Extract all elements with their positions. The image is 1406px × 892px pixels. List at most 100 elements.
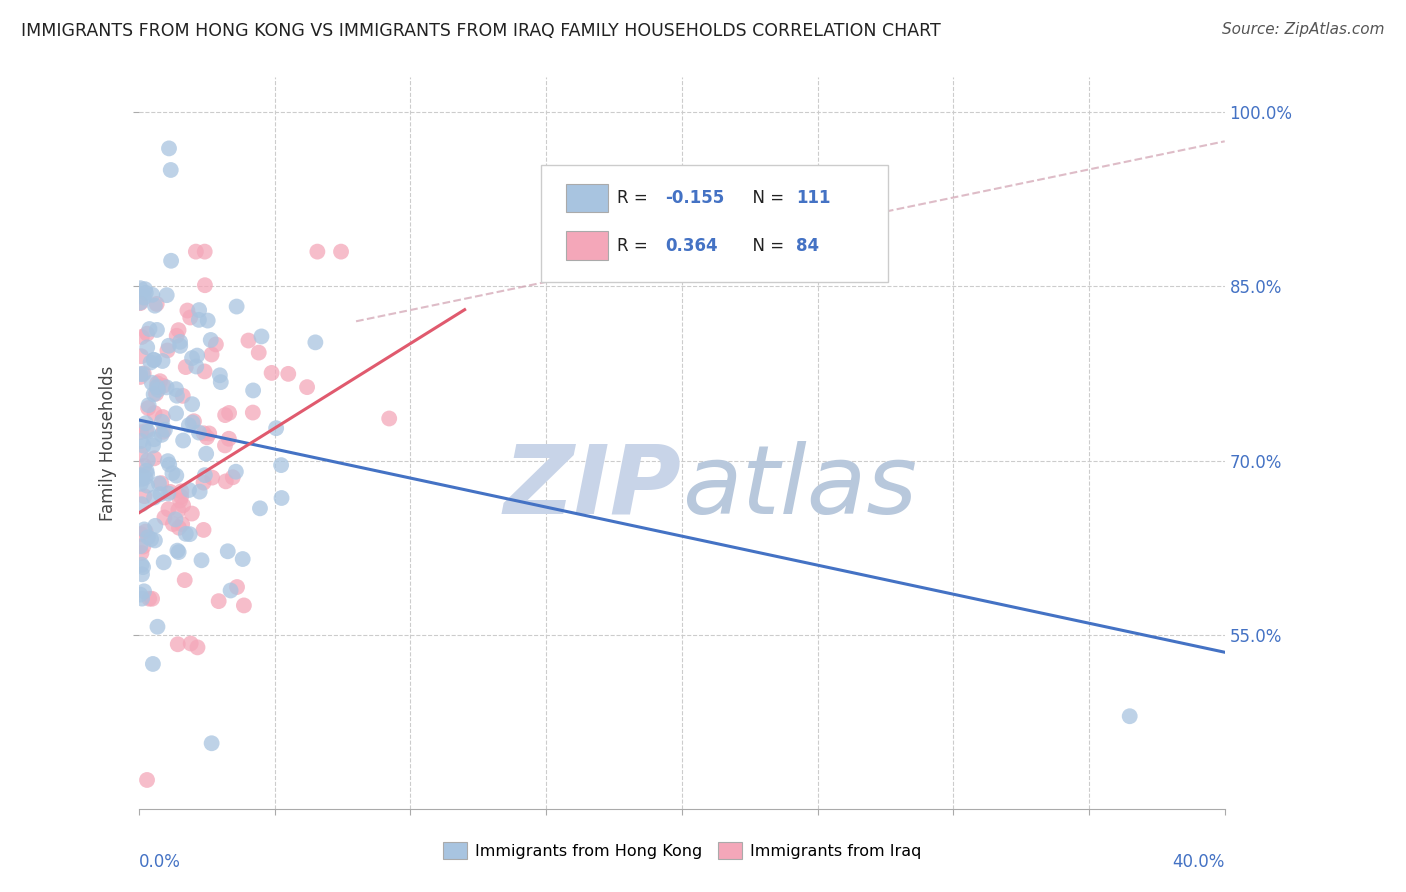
Point bbox=[143, 406, 166, 420]
Point bbox=[134, 489, 156, 503]
Point bbox=[249, 501, 271, 516]
Point bbox=[167, 521, 190, 535]
Point bbox=[238, 334, 260, 348]
Point bbox=[194, 364, 217, 378]
Point bbox=[165, 382, 187, 396]
Point bbox=[180, 636, 202, 650]
Point bbox=[179, 310, 201, 325]
Point bbox=[136, 467, 159, 481]
Text: 111: 111 bbox=[796, 189, 831, 207]
Point bbox=[330, 244, 353, 259]
Point bbox=[160, 253, 183, 268]
Point bbox=[153, 510, 176, 524]
Point bbox=[129, 434, 152, 448]
Text: N =: N = bbox=[741, 236, 789, 255]
Point bbox=[295, 380, 318, 394]
Point bbox=[131, 546, 153, 560]
Point bbox=[129, 349, 152, 363]
Point bbox=[209, 375, 232, 389]
Point bbox=[145, 386, 167, 401]
Point bbox=[156, 343, 179, 358]
Point bbox=[136, 478, 159, 492]
Point bbox=[138, 322, 160, 336]
Point bbox=[129, 296, 152, 310]
Point bbox=[277, 367, 299, 381]
Text: N =: N = bbox=[741, 189, 789, 207]
Point bbox=[159, 484, 181, 499]
Point bbox=[148, 476, 170, 491]
Point bbox=[146, 380, 169, 394]
Point bbox=[143, 352, 166, 367]
Point bbox=[201, 736, 224, 750]
Point bbox=[181, 397, 204, 411]
Point bbox=[152, 555, 174, 569]
Point bbox=[132, 560, 155, 574]
Point bbox=[219, 583, 242, 598]
Point bbox=[131, 591, 153, 606]
Point bbox=[186, 640, 208, 655]
Point bbox=[242, 406, 264, 420]
Point bbox=[181, 351, 204, 365]
Point bbox=[193, 475, 215, 490]
Point bbox=[129, 370, 152, 384]
Point bbox=[150, 415, 173, 429]
Point bbox=[225, 465, 247, 479]
Point bbox=[169, 339, 191, 353]
Point bbox=[172, 434, 194, 448]
Point bbox=[165, 406, 187, 420]
Point bbox=[180, 507, 202, 521]
Point bbox=[136, 340, 159, 354]
Point bbox=[152, 379, 174, 393]
Point bbox=[155, 380, 177, 394]
Text: 84: 84 bbox=[796, 236, 818, 255]
Point bbox=[132, 291, 155, 305]
Point bbox=[169, 493, 191, 508]
Point bbox=[208, 594, 231, 608]
Point bbox=[172, 389, 194, 403]
Point bbox=[201, 470, 224, 484]
Point bbox=[142, 439, 165, 453]
Point bbox=[129, 447, 152, 461]
Text: -0.155: -0.155 bbox=[665, 189, 724, 207]
Point bbox=[143, 533, 166, 548]
Point bbox=[186, 349, 208, 363]
Point bbox=[135, 416, 157, 430]
Point bbox=[129, 425, 152, 439]
Point bbox=[150, 428, 173, 442]
Point bbox=[167, 503, 190, 517]
Point bbox=[139, 533, 162, 547]
Point bbox=[132, 584, 155, 599]
Point bbox=[165, 468, 187, 483]
Point bbox=[247, 345, 270, 359]
FancyBboxPatch shape bbox=[565, 231, 607, 260]
Y-axis label: Family Households: Family Households bbox=[100, 366, 117, 521]
Point bbox=[157, 458, 180, 472]
Point bbox=[194, 244, 217, 259]
Point bbox=[149, 374, 172, 388]
Point bbox=[136, 530, 159, 544]
FancyBboxPatch shape bbox=[565, 184, 607, 212]
Point bbox=[270, 491, 292, 505]
Point bbox=[217, 544, 239, 558]
Point bbox=[152, 410, 174, 425]
Point bbox=[214, 408, 236, 422]
Point bbox=[131, 497, 153, 511]
Point bbox=[208, 368, 231, 383]
Point bbox=[378, 411, 401, 425]
Point bbox=[136, 401, 159, 415]
Point bbox=[167, 545, 190, 559]
Point bbox=[167, 323, 190, 337]
Point bbox=[157, 502, 180, 516]
Point bbox=[170, 484, 193, 499]
Point bbox=[157, 339, 180, 353]
Point bbox=[131, 567, 153, 582]
Point bbox=[131, 558, 153, 572]
Point bbox=[146, 323, 169, 337]
Point bbox=[190, 553, 212, 567]
Point bbox=[218, 432, 240, 446]
Point bbox=[146, 620, 169, 634]
Point bbox=[179, 527, 201, 541]
Point bbox=[129, 295, 152, 310]
Point bbox=[194, 278, 217, 293]
Point bbox=[214, 438, 236, 452]
